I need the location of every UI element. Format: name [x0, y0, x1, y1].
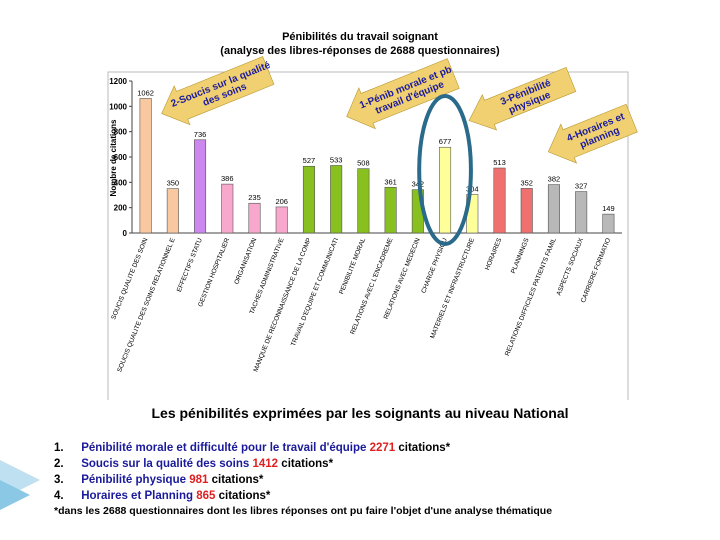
- bar-value-label: 677: [439, 137, 452, 146]
- bar-value-label: 352: [520, 178, 533, 187]
- bar: [248, 202, 261, 234]
- summary-item-4: 4. Horaires et Planning 865 citations*: [54, 488, 714, 504]
- bar-value-label: 149: [602, 204, 615, 213]
- bar: [439, 146, 452, 234]
- axes: 0 200 400 600 800 1000 1200: [109, 77, 622, 238]
- summary-label: Pénibilité physique: [81, 474, 187, 486]
- arrow-shape: [161, 56, 275, 126]
- bar: [520, 188, 533, 234]
- summary-num: 3.: [54, 474, 64, 486]
- chart-title: Pénibilités du travail soignant: [282, 31, 438, 43]
- bar: [547, 184, 560, 234]
- bar: [194, 139, 207, 234]
- summary-list: 1. Pénibilité morale et difficulté pour …: [54, 440, 714, 517]
- bar: [275, 206, 288, 234]
- chart-subtitle: (analyse des libres-réponses de 2688 que…: [220, 45, 500, 57]
- bar: [166, 188, 179, 234]
- y-tick-label: 1200: [109, 77, 127, 86]
- summary-count: 2271: [369, 442, 396, 454]
- summary-item-2: 2. Soucis sur la qualité des soins 1412 …: [54, 456, 714, 472]
- summary-count: 1412: [252, 458, 279, 470]
- summary-num: 1.: [54, 442, 64, 454]
- bar: [221, 183, 234, 234]
- bar-value-label: 235: [248, 193, 261, 202]
- bar-value-label: 327: [575, 182, 588, 191]
- decorative-corner: [0, 460, 40, 510]
- bar: [357, 168, 370, 234]
- bar-value-label: 736: [194, 130, 207, 139]
- bar: [575, 191, 588, 234]
- summary-label: Horaires et Planning: [81, 490, 194, 502]
- arrow-shape: [468, 66, 577, 131]
- summary-suffix: citations*: [281, 458, 334, 470]
- bar-value-label: 533: [330, 155, 343, 164]
- arrow-shape: [547, 103, 638, 164]
- y-tick-label: 1000: [109, 102, 127, 111]
- y-tick-label: 200: [114, 204, 128, 213]
- y-axis-label: Nombre de citations: [109, 119, 118, 196]
- bar-value-label: 206: [275, 197, 288, 206]
- bar-value-label: 361: [384, 177, 397, 186]
- footnote: *dans les 2688 questionnaires dont les l…: [54, 505, 553, 517]
- bar-value-label: 527: [303, 156, 316, 165]
- summary-label: Pénibilité morale et difficulté pour le …: [81, 442, 367, 454]
- bar-value-label: 350: [167, 179, 180, 188]
- bar-value-label: 304: [466, 184, 479, 193]
- bar: [602, 213, 615, 234]
- arrow-shape: [346, 58, 460, 130]
- summary-num: 4.: [54, 490, 64, 502]
- bar-value-label: 1062: [137, 88, 154, 97]
- y-tick-label: 800: [114, 128, 128, 137]
- summary-label: Soucis sur la qualité des soins: [81, 458, 250, 470]
- summary-item-1: 1. Pénibilité morale et difficulté pour …: [54, 440, 714, 456]
- bar-value-label: 386: [221, 174, 234, 183]
- highlight-ellipse: [417, 94, 473, 246]
- summary-count: 981: [189, 474, 209, 486]
- bar-value-label: 382: [548, 175, 561, 184]
- bar-value-label: 513: [493, 158, 506, 167]
- y-tick-label: 0: [123, 229, 128, 238]
- national-heading: Les pénibilités exprimées par les soigna…: [151, 405, 569, 421]
- chart: Pénibilités du travail soignant (analyse…: [107, 31, 638, 400]
- bar-value-label: 508: [357, 159, 370, 168]
- summary-num: 2.: [54, 458, 64, 470]
- bar: [330, 165, 343, 234]
- summary-suffix: citations*: [218, 490, 271, 502]
- summary-count: 865: [196, 490, 216, 502]
- y-tick-label: 600: [114, 153, 128, 162]
- bar: [139, 98, 152, 234]
- chart-frame: [107, 71, 629, 400]
- bar: [302, 165, 315, 234]
- bar: [493, 167, 506, 234]
- summary-suffix: citations*: [211, 474, 264, 486]
- summary-item-3: 3. Pénibilité physique 981 citations*: [54, 472, 714, 488]
- bar: [384, 186, 397, 234]
- y-tick-label: 400: [114, 178, 128, 187]
- summary-suffix: citations*: [398, 442, 451, 454]
